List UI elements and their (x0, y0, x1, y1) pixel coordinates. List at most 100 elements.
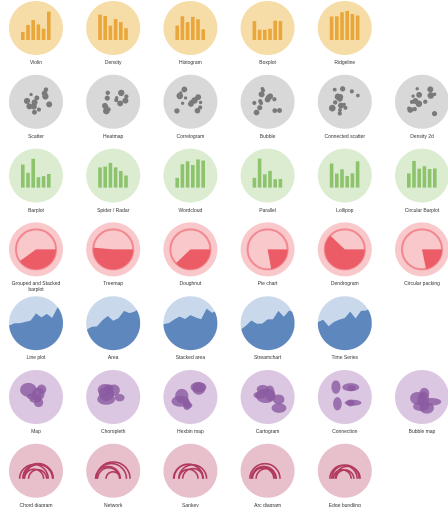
glyph-dot (104, 95, 110, 101)
icon-glyph (94, 461, 131, 479)
glyph-bar (329, 16, 334, 40)
icon-background (240, 148, 295, 203)
glyph-arc (23, 463, 54, 479)
icon-label: Line plot (26, 355, 46, 362)
glyph-dot (122, 97, 129, 104)
glyph-bar (21, 164, 25, 188)
icon-glyph (329, 161, 360, 188)
chart-icon (163, 443, 218, 498)
glyph-dot (338, 102, 344, 109)
icon-glyph (249, 462, 281, 479)
glyph-bar (36, 177, 41, 188)
glyph-bar (422, 166, 427, 188)
glyph-dot (343, 105, 348, 110)
glyph-area (86, 307, 141, 351)
glyph-dot (258, 99, 263, 104)
icon-glyph (18, 462, 55, 479)
glyph-dot (409, 99, 415, 105)
icon-glyph (328, 86, 360, 116)
chart-icon (317, 370, 372, 424)
glyph-dot (253, 109, 260, 116)
glyph-dot (332, 100, 338, 105)
glyph-dot (198, 105, 203, 110)
glyph-bar (47, 11, 51, 40)
icon-label: Ridgeline (334, 60, 356, 66)
icon-label: Connected scatter (324, 133, 366, 140)
chart-icon (163, 74, 218, 129)
icon-label: Choropleth (100, 429, 126, 435)
glyph-area (163, 308, 218, 351)
icon-label: Spider / Radar (97, 207, 130, 214)
glyph-bar (335, 16, 339, 40)
icon-glyph (21, 11, 51, 40)
glyph-dot (337, 111, 342, 116)
glyph-dot (407, 106, 411, 110)
glyph-arc (332, 468, 352, 479)
icon-glyph (252, 158, 283, 188)
icon-background (317, 370, 372, 424)
icon-background (240, 443, 295, 498)
glyph-dot (36, 107, 41, 112)
icon-background (240, 1, 295, 55)
glyph-arc (27, 468, 48, 479)
chart-icon (317, 1, 372, 55)
glyph-wedge (19, 249, 57, 270)
glyph-arc (329, 464, 358, 479)
icon-label: Correlogram (176, 133, 205, 140)
icon-label: Streamchart (253, 355, 282, 362)
glyph-area (9, 307, 63, 351)
icon-label: Dendrogram (330, 281, 359, 288)
icon-glyph (171, 381, 207, 411)
glyph-dot (411, 94, 415, 98)
chart-icon (9, 370, 63, 424)
glyph-region (331, 380, 341, 394)
icon-label: Barplot (28, 207, 44, 214)
glyph-dot (34, 95, 40, 101)
glyph-bar (340, 12, 344, 40)
chart-icon (86, 370, 141, 424)
glyph-bar (108, 25, 113, 40)
chart-icon (317, 443, 372, 498)
glyph-dot (349, 89, 354, 94)
icon-label: Density 2d (410, 133, 434, 140)
glyph-bar (252, 21, 257, 40)
chart-icon (86, 74, 141, 129)
icon-label: Stacked area (175, 355, 206, 362)
chart-icon (86, 296, 141, 351)
glyph-bar (98, 14, 102, 41)
glyph-bar (278, 21, 283, 40)
glyph-bar (335, 173, 339, 188)
icon-glyph (329, 10, 360, 41)
icon-glyph (98, 14, 128, 41)
glyph-dot (32, 109, 37, 115)
glyph-bar (350, 173, 355, 188)
glyph-bar (407, 173, 411, 188)
glyph-dot (415, 87, 419, 91)
icon-glyph (15, 228, 57, 271)
chart-icon (317, 296, 372, 351)
glyph-dot (194, 107, 201, 114)
glyph-bar (180, 16, 185, 40)
icon-label: Parallel (259, 207, 276, 214)
glyph-dot (26, 103, 33, 110)
chart-icon (9, 1, 63, 55)
glyph-ring (401, 228, 443, 271)
glyph-arc (251, 467, 275, 479)
icon-background (86, 148, 141, 203)
icon-glyph (407, 86, 438, 117)
glyph-dot (432, 92, 437, 97)
icon-glyph (252, 86, 282, 116)
icon-label: Cartogram (255, 429, 280, 435)
chart-icon (240, 222, 295, 277)
icon-background (317, 74, 372, 129)
glyph-dot (117, 100, 124, 107)
icon-background (163, 370, 218, 424)
icon-label: Network (104, 502, 123, 507)
icon-glyph (246, 228, 289, 271)
chart-icon (9, 296, 63, 351)
glyph-dot (267, 93, 274, 100)
icon-glyph (92, 228, 135, 271)
glyph-dot (277, 108, 282, 113)
chart-icon (395, 222, 448, 277)
glyph-dot (181, 86, 188, 93)
